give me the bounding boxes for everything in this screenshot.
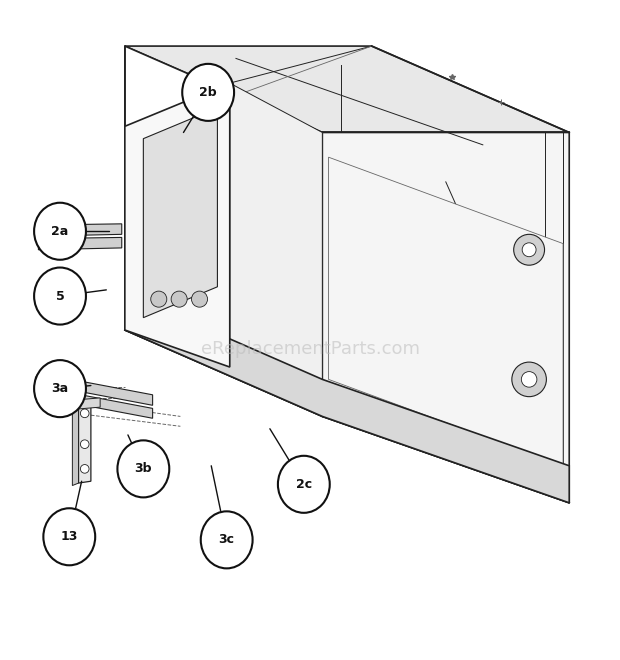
Polygon shape [35,373,38,388]
Polygon shape [329,157,563,466]
Polygon shape [125,46,569,133]
Polygon shape [38,224,122,236]
Ellipse shape [182,64,234,121]
Text: 13: 13 [61,530,78,543]
Polygon shape [230,83,322,416]
Circle shape [521,372,537,387]
Polygon shape [38,373,153,405]
Ellipse shape [278,456,330,513]
Circle shape [171,291,187,307]
Circle shape [151,291,167,307]
Text: 3c: 3c [219,533,235,546]
Polygon shape [125,83,230,367]
Polygon shape [38,238,122,249]
Text: 2c: 2c [296,478,312,491]
Polygon shape [38,387,153,418]
Circle shape [81,409,89,418]
Ellipse shape [201,512,252,568]
Polygon shape [125,293,569,503]
Ellipse shape [34,203,86,260]
Text: 3b: 3b [135,463,152,475]
Circle shape [81,440,89,449]
Polygon shape [79,402,91,483]
Polygon shape [143,108,218,317]
Text: 5: 5 [56,290,64,302]
Ellipse shape [34,360,86,417]
Text: 3a: 3a [51,382,69,395]
Polygon shape [322,133,569,503]
Ellipse shape [34,267,86,325]
Polygon shape [63,398,100,411]
Polygon shape [73,404,79,486]
Polygon shape [35,225,38,240]
Circle shape [192,291,208,307]
Text: 2b: 2b [200,86,217,99]
Polygon shape [125,46,322,416]
Circle shape [81,465,89,473]
Text: 2a: 2a [51,225,69,238]
Ellipse shape [117,440,169,498]
Circle shape [514,234,544,265]
Circle shape [522,243,536,257]
Text: eReplacementParts.com: eReplacementParts.com [200,339,420,358]
Ellipse shape [43,508,95,565]
Circle shape [512,362,546,397]
